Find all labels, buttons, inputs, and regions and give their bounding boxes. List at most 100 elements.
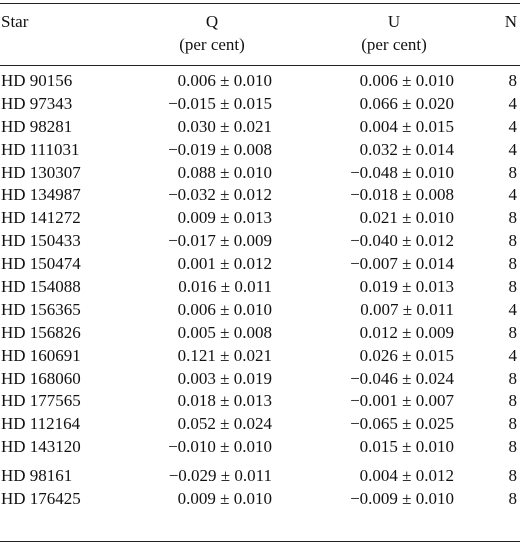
cell-n: 4 xyxy=(508,299,518,319)
table-row: HD 130307 0.088 ± 0.010 −0.048 ± 0.010 8 xyxy=(0,162,520,185)
top-rule xyxy=(0,3,520,4)
cell-n: 8 xyxy=(508,71,518,90)
cell-q: −0.017 ± 0.009 xyxy=(168,231,272,251)
cell-n: 8 xyxy=(508,208,518,228)
table-row: HD 150433 −0.017 ± 0.009 −0.040 ± 0.012 8 xyxy=(0,230,520,253)
table-row: HD 150474 0.001 ± 0.012 −0.007 ± 0.014 8 xyxy=(0,253,520,276)
header-u-label: U xyxy=(387,12,401,31)
cell-n: 4 xyxy=(508,93,518,113)
cell-n: 8 xyxy=(508,254,518,274)
header-star: Star xyxy=(1,12,29,31)
cell-q: 0.030 ± 0.021 xyxy=(177,116,272,136)
header-u: U (per cent) xyxy=(294,10,494,56)
cell-q: 0.016 ± 0.011 xyxy=(178,277,272,297)
cell-u: −0.065 ± 0.025 xyxy=(350,414,454,434)
cell-u: −0.046 ± 0.024 xyxy=(350,368,454,388)
cell-star: HD 98281 xyxy=(1,116,73,136)
cell-q: 0.121 ± 0.021 xyxy=(177,345,272,365)
table-body: HD 90156 0.006 ± 0.010 0.006 ± 0.010 8 HD 97… xyxy=(0,70,520,511)
table-header: Star Q (per cent) U (per cent) N xyxy=(0,10,520,62)
cell-n: 8 xyxy=(508,368,518,388)
cell-q: −0.010 ± 0.010 xyxy=(168,437,272,457)
header-u-unit: (per cent) xyxy=(361,35,427,54)
cell-u: 0.066 ± 0.020 xyxy=(359,93,454,113)
table-row: HD 156826 0.005 ± 0.008 0.012 ± 0.009 8 xyxy=(0,322,520,345)
cell-n: 4 xyxy=(508,116,518,136)
cell-n: 4 xyxy=(508,139,518,159)
cell-star: HD 150474 xyxy=(1,254,81,274)
cell-u: −0.007 ± 0.014 xyxy=(350,254,454,274)
header-n: N xyxy=(504,12,517,31)
bottom-rule xyxy=(0,541,520,542)
cell-star: HD 168060 xyxy=(1,368,81,388)
cell-u: 0.021 ± 0.010 xyxy=(359,208,454,228)
header-q-label: Q xyxy=(205,12,219,31)
table-row: HD 112164 0.052 ± 0.024 −0.065 ± 0.025 8 xyxy=(0,413,520,436)
table-row: HD 143120 −0.010 ± 0.010 0.015 ± 0.010 8 xyxy=(0,436,520,459)
cell-star: HD 176425 xyxy=(1,489,81,509)
table-row: HD 141272 0.009 ± 0.013 0.021 ± 0.010 8 xyxy=(0,207,520,230)
cell-q: −0.032 ± 0.012 xyxy=(168,185,272,205)
cell-q: 0.052 ± 0.024 xyxy=(177,414,272,434)
cell-star: HD 143120 xyxy=(1,437,81,457)
cell-star: HD 130307 xyxy=(1,162,81,182)
cell-star: HD 154088 xyxy=(1,277,81,297)
header-rule xyxy=(0,65,520,66)
cell-n: 4 xyxy=(508,345,518,365)
cell-u: 0.004 ± 0.015 xyxy=(359,116,454,136)
cell-star: HD 97343 xyxy=(1,93,73,113)
table-row: HD 134987 −0.032 ± 0.012 −0.018 ± 0.008 4 xyxy=(0,184,520,207)
table-row: HD 98161 −0.029 ± 0.011 0.004 ± 0.012 8 xyxy=(0,465,520,488)
cell-q: 0.009 ± 0.010 xyxy=(177,489,272,509)
cell-n: 8 xyxy=(508,391,518,411)
cell-q: 0.018 ± 0.013 xyxy=(177,391,272,411)
cell-u: 0.026 ± 0.015 xyxy=(359,345,454,365)
cell-q: −0.019 ± 0.008 xyxy=(168,139,272,159)
cell-q: −0.015 ± 0.015 xyxy=(168,93,272,113)
cell-n: 8 xyxy=(508,437,518,457)
cell-star: HD 98161 xyxy=(1,466,73,486)
cell-q: 0.006 ± 0.010 xyxy=(177,299,272,319)
cell-q: 0.003 ± 0.019 xyxy=(177,368,272,388)
table-row: HD 111031 −0.019 ± 0.008 0.032 ± 0.014 4 xyxy=(0,139,520,162)
cell-n: 8 xyxy=(508,231,518,251)
cell-q: −0.029 ± 0.011 xyxy=(168,466,272,486)
cell-q: 0.009 ± 0.013 xyxy=(177,208,272,228)
cell-n: 4 xyxy=(508,185,518,205)
cell-star: HD 156365 xyxy=(1,299,81,319)
cell-u: −0.048 ± 0.010 xyxy=(350,162,454,182)
table-row: HD 177565 0.018 ± 0.013 −0.001 ± 0.007 8 xyxy=(0,390,520,413)
cell-star: HD 112164 xyxy=(1,414,81,434)
cell-u: 0.019 ± 0.013 xyxy=(359,277,454,297)
cell-u: 0.004 ± 0.012 xyxy=(359,466,454,486)
cell-star: HD 134987 xyxy=(1,185,81,205)
cell-u: −0.018 ± 0.008 xyxy=(350,185,454,205)
cell-star: HD 90156 xyxy=(1,71,73,90)
cell-n: 8 xyxy=(508,277,518,297)
cell-u: 0.012 ± 0.009 xyxy=(359,322,454,342)
cell-u: 0.032 ± 0.014 xyxy=(359,139,454,159)
cell-star: HD 156826 xyxy=(1,322,81,342)
table-row: HD 98281 0.030 ± 0.021 0.004 ± 0.015 4 xyxy=(0,116,520,139)
cell-star: HD 160691 xyxy=(1,345,81,365)
cell-n: 8 xyxy=(508,162,518,182)
cell-u: 0.007 ± 0.011 xyxy=(360,299,454,319)
cell-q: 0.001 ± 0.012 xyxy=(177,254,272,274)
header-q: Q (per cent) xyxy=(112,10,312,56)
cell-u: 0.015 ± 0.010 xyxy=(359,437,454,457)
table-row: HD 176425 0.009 ± 0.010 −0.009 ± 0.010 8 xyxy=(0,488,520,511)
table-row: HD 160691 0.121 ± 0.021 0.026 ± 0.015 4 xyxy=(0,345,520,368)
cell-n: 8 xyxy=(508,489,518,509)
table-row: HD 154088 0.016 ± 0.011 0.019 ± 0.013 8 xyxy=(0,276,520,299)
table-row: HD 168060 0.003 ± 0.019 −0.046 ± 0.024 8 xyxy=(0,368,520,391)
cell-star: HD 177565 xyxy=(1,391,81,411)
cell-u: 0.006 ± 0.010 xyxy=(359,71,454,90)
header-q-unit: (per cent) xyxy=(179,35,245,54)
cell-star: HD 150433 xyxy=(1,231,81,251)
cell-star: HD 111031 xyxy=(1,139,80,159)
table-row: HD 90156 0.006 ± 0.010 0.006 ± 0.010 8 xyxy=(0,70,520,93)
cell-n: 8 xyxy=(508,466,518,486)
cell-u: −0.009 ± 0.010 xyxy=(350,489,454,509)
table-row: HD 97343 −0.015 ± 0.015 0.066 ± 0.020 4 xyxy=(0,93,520,116)
